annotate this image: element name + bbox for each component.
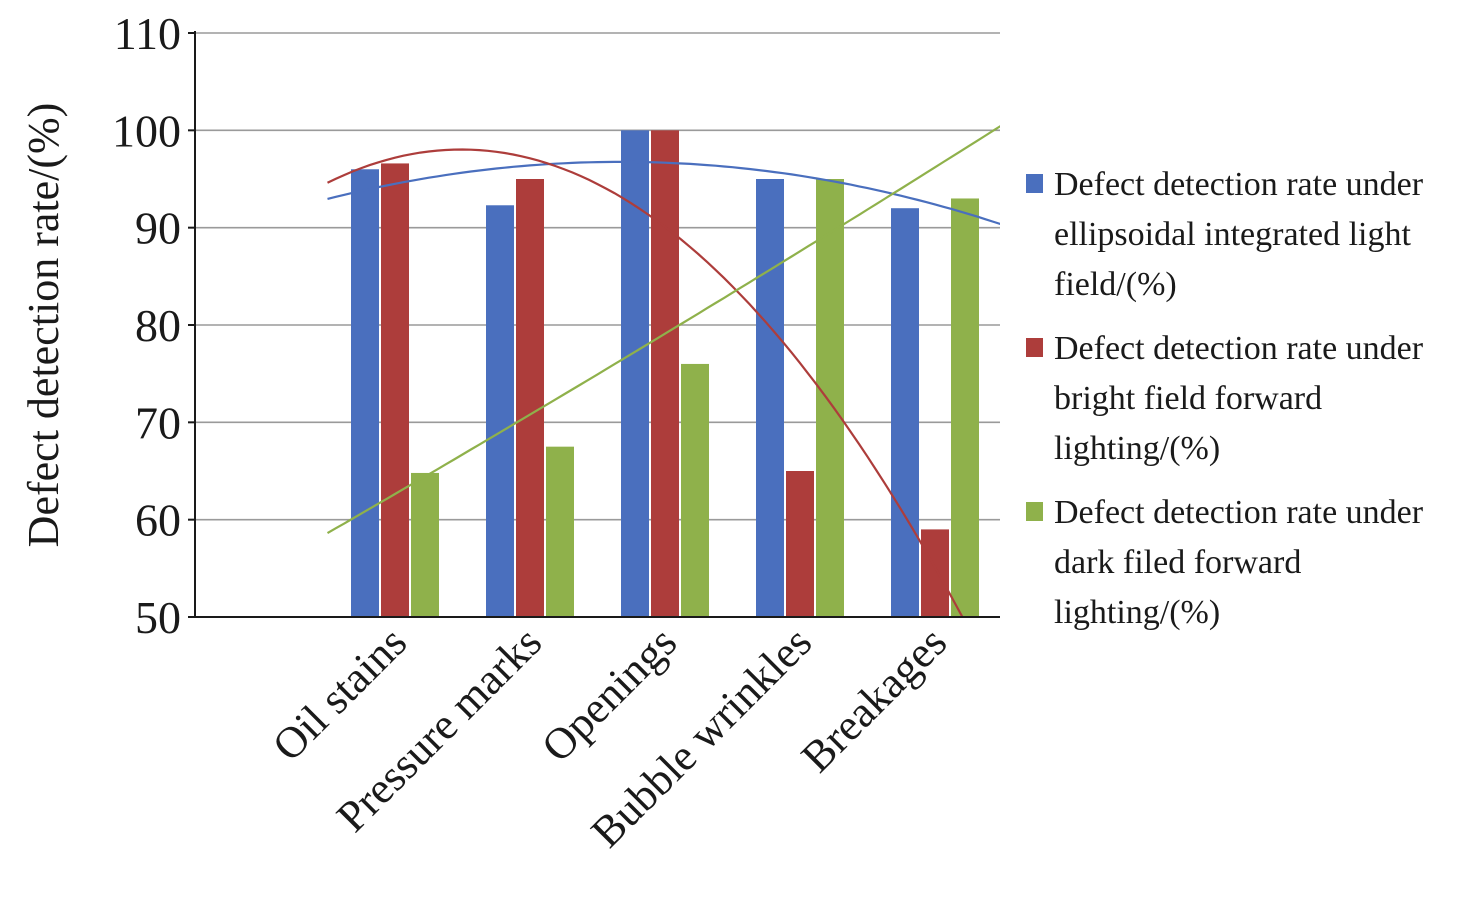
- bar: [756, 179, 784, 617]
- y-tick-label: 90: [135, 203, 181, 254]
- bar: [951, 198, 979, 617]
- gridlines: [195, 32, 1000, 521]
- y-tick-label: 110: [114, 8, 181, 59]
- bar: [621, 130, 649, 618]
- legend-item: Defect detection rate under dark filed f…: [1022, 488, 1472, 638]
- bar: [411, 472, 439, 617]
- y-tick-label: 100: [112, 105, 181, 156]
- legend-label: Defect detection rate under dark filed f…: [1054, 494, 1424, 631]
- bar: [546, 446, 574, 617]
- bar: [381, 163, 409, 617]
- y-axis-label: Defect detection rate/(%): [19, 103, 68, 548]
- y-tick-label: 70: [135, 397, 181, 448]
- bar: [351, 169, 379, 617]
- legend-swatch: [1026, 174, 1043, 193]
- legend: Defect detection rate under ellipsoidal …: [1022, 160, 1472, 652]
- trendline: [326, 125, 1000, 535]
- legend-swatch: [1026, 502, 1043, 521]
- bars: [351, 130, 979, 618]
- legend-swatch: [1026, 338, 1043, 357]
- bar: [651, 130, 679, 618]
- bar: [516, 179, 544, 617]
- trendlines: [326, 125, 1000, 617]
- y-tick-labels: 50 60 70 80 90 100 110: [112, 8, 181, 643]
- y-tick-label: 60: [135, 495, 181, 546]
- trendline: [327, 148, 964, 617]
- legend-label: Defect detection rate under ellipsoidal …: [1054, 166, 1424, 303]
- legend-item: Defect detection rate under bright field…: [1022, 324, 1472, 474]
- trendline: [327, 160, 1000, 226]
- bar: [816, 179, 844, 617]
- bar: [921, 529, 949, 617]
- bar: [681, 363, 709, 617]
- bar: [786, 471, 814, 617]
- y-tick-label: 50: [135, 592, 181, 643]
- x-tick-label: Breakages: [792, 617, 956, 781]
- legend-item: Defect detection rate under ellipsoidal …: [1022, 160, 1472, 310]
- y-tick-label: 80: [135, 300, 181, 351]
- axes: [188, 31, 1000, 618]
- legend-label: Defect detection rate under bright field…: [1054, 330, 1424, 467]
- bar: [891, 208, 919, 617]
- bar: [486, 205, 514, 617]
